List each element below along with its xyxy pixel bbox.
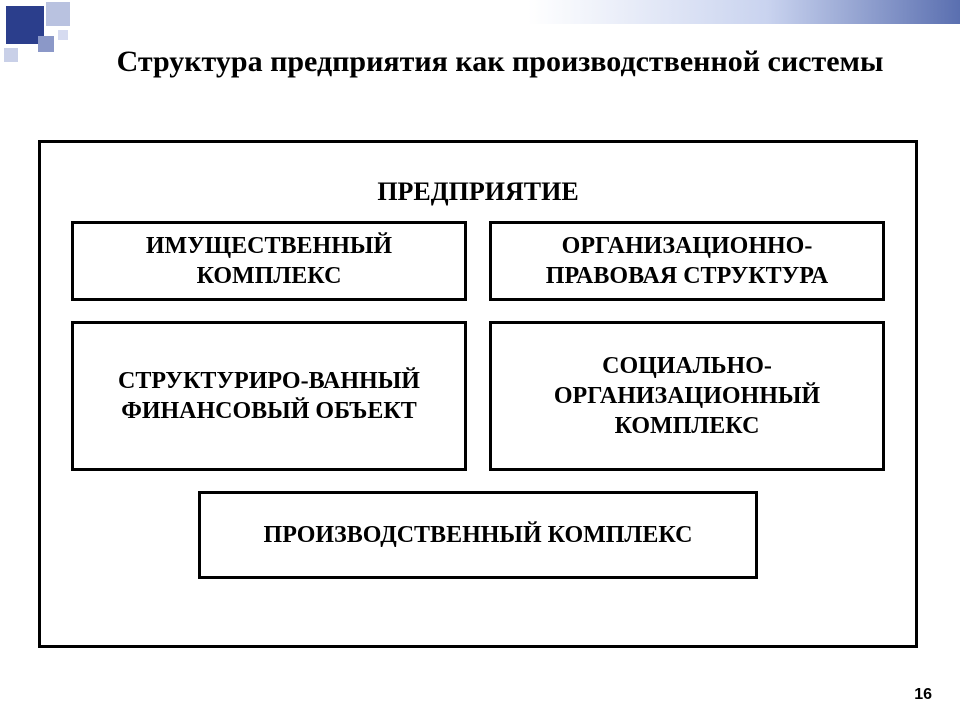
- box-property-complex: ИМУЩЕСТВЕННЫЙ КОМПЛЕКС: [71, 221, 467, 301]
- row-bottom: ПРОИЗВОДСТВЕННЫЙ КОМПЛЕКС: [41, 491, 915, 579]
- enterprise-label: ПРЕДПРИЯТИЕ: [41, 177, 915, 207]
- deco-square: [4, 48, 18, 62]
- row-top: ИМУЩЕСТВЕННЫЙ КОМПЛЕКС ОРГАНИЗАЦИОННО-ПР…: [41, 221, 915, 301]
- enterprise-outer-box: ПРЕДПРИЯТИЕ ИМУЩЕСТВЕННЫЙ КОМПЛЕКС ОРГАН…: [38, 140, 918, 648]
- box-social-complex: СОЦИАЛЬНО-ОРГАНИЗАЦИОННЫЙ КОМПЛЕКС: [489, 321, 885, 471]
- deco-square: [58, 30, 68, 40]
- deco-square: [46, 2, 70, 26]
- row-middle: СТРУКТУРИРО-ВАННЫЙ ФИНАНСОВЫЙ ОБЪЕКТ СОЦ…: [41, 321, 915, 471]
- page-number: 16: [914, 686, 932, 704]
- box-legal-structure: ОРГАНИЗАЦИОННО-ПРАВОВАЯ СТРУКТУРА: [489, 221, 885, 301]
- deco-square: [38, 36, 54, 52]
- box-financial-object: СТРУКТУРИРО-ВАННЫЙ ФИНАНСОВЫЙ ОБЪЕКТ: [71, 321, 467, 471]
- slide-title: Структура предприятия как производственн…: [80, 42, 920, 83]
- corner-decoration: [0, 0, 90, 68]
- box-production-complex: ПРОИЗВОДСТВЕННЫЙ КОМПЛЕКС: [198, 491, 758, 579]
- top-gradient-bar: [0, 0, 960, 24]
